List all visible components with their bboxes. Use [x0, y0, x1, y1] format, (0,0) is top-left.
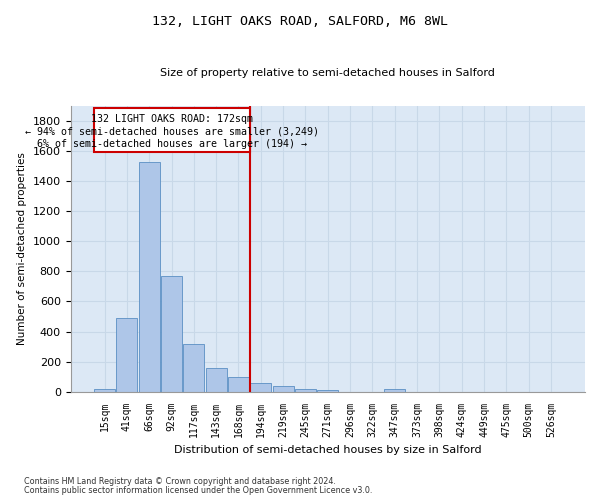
Text: ← 94% of semi-detached houses are smaller (3,249): ← 94% of semi-detached houses are smalle… — [25, 127, 319, 137]
Bar — [206, 368, 227, 392]
Bar — [317, 390, 338, 392]
Bar — [272, 386, 294, 392]
Bar — [228, 376, 249, 392]
Y-axis label: Number of semi-detached properties: Number of semi-detached properties — [17, 152, 27, 346]
Text: Contains public sector information licensed under the Open Government Licence v3: Contains public sector information licen… — [24, 486, 373, 495]
Bar — [384, 390, 406, 392]
Text: 6% of semi-detached houses are larger (194) →: 6% of semi-detached houses are larger (1… — [37, 139, 307, 149]
Text: 132 LIGHT OAKS ROAD: 172sqm: 132 LIGHT OAKS ROAD: 172sqm — [91, 114, 253, 124]
Bar — [94, 390, 115, 392]
Bar — [183, 344, 205, 392]
FancyBboxPatch shape — [94, 108, 250, 152]
Bar — [139, 162, 160, 392]
Bar — [116, 318, 137, 392]
Bar — [250, 384, 271, 392]
Text: Contains HM Land Registry data © Crown copyright and database right 2024.: Contains HM Land Registry data © Crown c… — [24, 477, 336, 486]
Bar — [161, 276, 182, 392]
Title: Size of property relative to semi-detached houses in Salford: Size of property relative to semi-detach… — [160, 68, 495, 78]
X-axis label: Distribution of semi-detached houses by size in Salford: Distribution of semi-detached houses by … — [174, 445, 482, 455]
Text: 132, LIGHT OAKS ROAD, SALFORD, M6 8WL: 132, LIGHT OAKS ROAD, SALFORD, M6 8WL — [152, 15, 448, 28]
Bar — [295, 388, 316, 392]
